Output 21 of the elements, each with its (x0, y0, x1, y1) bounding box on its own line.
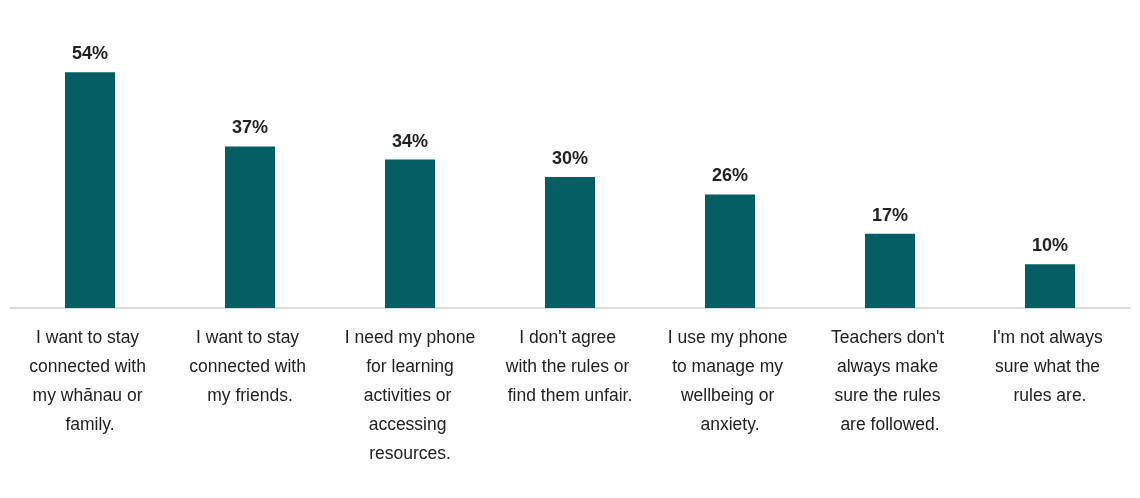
bar (865, 233, 915, 308)
bar (65, 72, 115, 308)
x-tick-label: I need my phone for learning activities or accessing resources. (344, 326, 476, 463)
x-tick-label: I don't agree with the rules or find them unfair. (504, 326, 635, 405)
x-tick-label: Teachers don't always make sure the rules are followed. (830, 326, 950, 434)
data-label: 26% (711, 165, 749, 186)
x-tick-label: I use my phone to manage my wellbeing or anxiety. (667, 326, 793, 434)
x-tick-label: I want to stay connected with my whānau or family. (29, 326, 151, 434)
bar (225, 146, 275, 308)
bar (705, 194, 755, 308)
data-label: 54% (71, 43, 109, 64)
data-label: 17% (871, 204, 909, 225)
data-label: 10% (1031, 235, 1069, 256)
bar (545, 177, 595, 308)
data-label: 34% (391, 130, 429, 151)
data-label: 30% (551, 148, 589, 168)
data-label: 37% (231, 117, 269, 138)
x-tick-label: I'm not always sure what the rules are. (992, 326, 1108, 405)
bar (385, 159, 435, 308)
x-tick-label: I want to stay connected with my friends. (189, 326, 311, 405)
bar (1025, 264, 1075, 308)
